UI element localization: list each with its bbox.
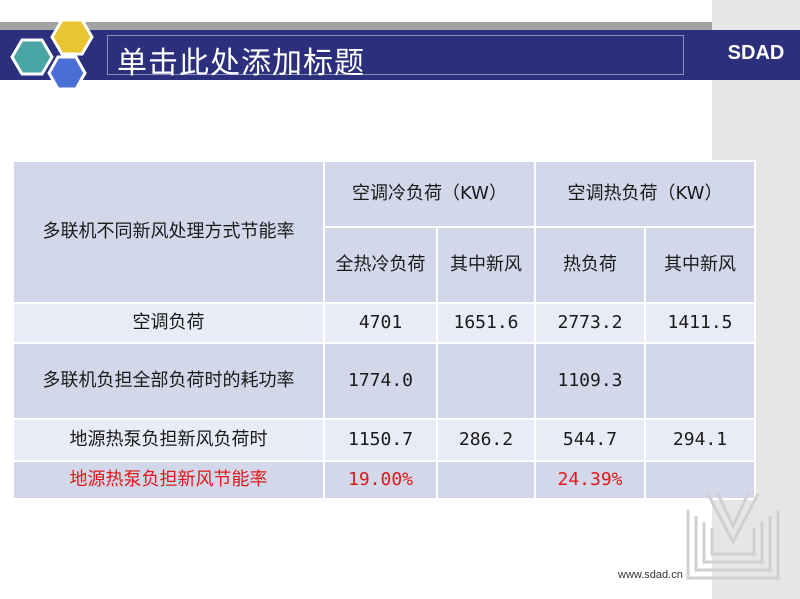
- table-subheader-row: 全热冷负荷 其中新风 热负荷 其中新风: [13, 226, 756, 304]
- brand-block: [712, 30, 800, 80]
- hexagon-blue-icon: [47, 55, 87, 91]
- table-row: 地源热泵负担新风节能率 19.00% 24.39%: [12, 460, 756, 500]
- sdad-watermark-icon: [686, 493, 780, 580]
- brand-label: SDAD: [727, 42, 785, 64]
- cell-cooling-fresh: 286.2: [436, 418, 536, 462]
- header-heating-group: 空调热负荷（KW）: [534, 160, 756, 228]
- cell-cooling-fresh: [436, 460, 536, 500]
- cell-heating-total: 1109.3: [534, 342, 646, 420]
- header-row-label: 多联机不同新风处理方式节能率: [12, 160, 325, 304]
- row-label: 地源热泵负担新风负荷时: [12, 418, 325, 462]
- header-cooling-fresh: 其中新风: [436, 226, 536, 304]
- header-heating-total: 热负荷: [534, 226, 646, 304]
- row-label: 空调负荷: [12, 302, 325, 344]
- cell-cooling-total: 1774.0: [323, 342, 438, 420]
- hexagon-logo-icon: [10, 18, 94, 91]
- table-row: 空调负荷 4701 1651.6 2773.2 1411.5: [12, 302, 756, 344]
- cell-heating-total: 2773.2: [534, 302, 646, 344]
- cell-heating-fresh: [644, 342, 756, 420]
- footer-url[interactable]: www.sdad.cn: [618, 569, 683, 581]
- row-label: 多联机负担全部负荷时的耗功率: [12, 342, 325, 420]
- cell-cooling-fresh: [436, 342, 536, 420]
- hexagon-teal-icon: [10, 38, 54, 76]
- table-header-row: 多联机不同新风处理方式节能率 空调冷负荷（KW） 空调热负荷（KW）: [12, 160, 756, 304]
- slide-title[interactable]: 单击此处添加标题: [117, 46, 365, 81]
- table-row: 多联机负担全部负荷时的耗功率 1774.0 1109.3: [12, 342, 756, 420]
- title-placeholder-box[interactable]: [107, 35, 684, 75]
- title-band: [0, 30, 712, 80]
- header-cooling-group: 空调冷负荷（KW）: [323, 160, 536, 228]
- hexagon-yellow-icon: [50, 18, 94, 56]
- top-bar: [0, 22, 712, 30]
- cell-heating-total: 24.39%: [534, 460, 646, 500]
- energy-saving-table: 多联机不同新风处理方式节能率 空调冷负荷（KW） 空调热负荷（KW） 全热冷负荷…: [12, 160, 756, 500]
- cell-cooling-total: 1150.7: [323, 418, 438, 462]
- row-label: 地源热泵负担新风节能率: [12, 460, 325, 500]
- header-heating-fresh: 其中新风: [644, 226, 756, 304]
- cell-cooling-total: 4701: [323, 302, 438, 344]
- cell-heating-fresh: [644, 460, 756, 500]
- cell-heating-total: 544.7: [534, 418, 646, 462]
- header-cooling-total: 全热冷负荷: [323, 226, 438, 304]
- cell-heating-fresh: 294.1: [644, 418, 756, 462]
- cell-cooling-fresh: 1651.6: [436, 302, 536, 344]
- table-row: 地源热泵负担新风负荷时 1150.7 286.2 544.7 294.1: [12, 418, 756, 462]
- cell-cooling-total: 19.00%: [323, 460, 438, 500]
- cell-heating-fresh: 1411.5: [644, 302, 756, 344]
